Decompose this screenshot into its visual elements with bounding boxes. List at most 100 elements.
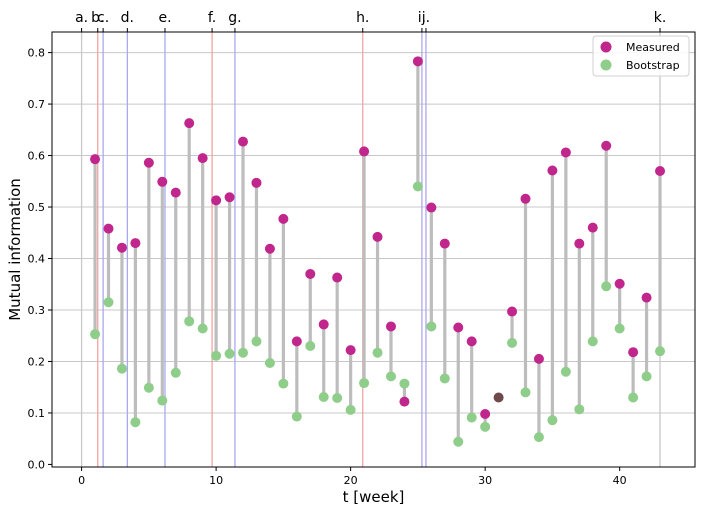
measured-point <box>560 147 571 158</box>
bootstrap-point <box>238 347 249 358</box>
measured-point <box>359 146 370 157</box>
bootstrap-point <box>507 337 518 348</box>
measured-point <box>574 238 585 249</box>
measured-point <box>278 213 289 224</box>
measured-point <box>641 292 652 303</box>
bootstrap-point <box>359 378 370 389</box>
legend: Measured Bootstrap <box>592 35 690 77</box>
x-tick-label: 0 <box>78 474 85 487</box>
event-label: b. <box>91 10 104 26</box>
measured-point <box>197 153 208 164</box>
measured-point <box>143 157 154 168</box>
y-tick-label: 0.5 <box>28 201 46 214</box>
bootstrap-point <box>130 417 141 428</box>
bootstrap-point <box>480 421 491 432</box>
measured-point <box>587 222 598 233</box>
measured-point <box>211 195 222 206</box>
y-tick-label: 0.4 <box>28 253 46 266</box>
measured-point <box>116 242 127 253</box>
axis-ticks: 0.0 0.1 0.2 0.3 0.4 0.5 0.6 0.7 0.8 0 10 20 30 40 <box>28 47 627 487</box>
y-tick-label: 0.1 <box>28 407 46 420</box>
measured-point <box>480 408 491 419</box>
bootstrap-point <box>372 347 383 358</box>
y-tick-label: 0.3 <box>28 304 46 317</box>
measured-point <box>103 223 114 234</box>
measured-point <box>318 319 329 330</box>
measured-point <box>655 165 666 176</box>
overlapping-point <box>493 392 504 403</box>
bootstrap-point <box>184 316 195 327</box>
y-tick-label: 0.2 <box>28 355 46 368</box>
bootstrap-point <box>170 367 181 378</box>
x-tick-label: 40 <box>613 474 627 487</box>
measured-point <box>251 177 262 188</box>
bootstrap-point <box>614 323 625 334</box>
bootstrap-point <box>224 348 235 359</box>
measured-point <box>291 336 302 347</box>
bootstrap-point <box>251 336 262 347</box>
bootstrap-point <box>466 412 477 423</box>
bootstrap-point <box>655 346 666 357</box>
event-label: e. <box>158 10 171 26</box>
bootstrap-point <box>143 382 154 393</box>
measured-point <box>264 243 275 254</box>
bootstrap-point <box>211 350 222 361</box>
y-tick-label: 0.7 <box>28 98 46 111</box>
measured-point <box>453 322 464 333</box>
bootstrap-point <box>547 415 558 426</box>
measured-point <box>466 336 477 347</box>
legend-measured-label: Measured <box>626 41 680 54</box>
measured-point <box>399 396 410 407</box>
bootstrap-point <box>533 432 544 443</box>
measured-point <box>547 165 558 176</box>
legend-box <box>592 35 690 77</box>
measured-point <box>372 231 383 242</box>
legend-bootstrap-label: Bootstrap <box>626 59 680 72</box>
bootstrap-point <box>412 181 423 192</box>
bootstrap-point <box>574 404 585 415</box>
event-labels: a. b.c. d. e. f. g. h. i.j. k. <box>75 10 666 32</box>
measured-point <box>184 118 195 129</box>
bootstrap-point <box>332 393 343 404</box>
measured-point <box>332 272 343 283</box>
y-tick-label: 0.6 <box>28 150 46 163</box>
y-tick-label: 0.0 <box>28 458 46 471</box>
event-label: a. <box>75 10 88 26</box>
connectors <box>93 61 662 442</box>
bootstrap-point <box>601 281 612 292</box>
bootstrap-point <box>197 323 208 334</box>
measured-point <box>224 192 235 203</box>
measured-point <box>90 154 101 165</box>
bootstrap-point <box>587 336 598 347</box>
measured-point <box>412 56 423 67</box>
bootstrap-point <box>641 371 652 382</box>
bootstrap-point <box>426 321 437 332</box>
plot-frame <box>51 31 696 468</box>
bootstrap-point <box>103 297 114 308</box>
gridlines <box>52 52 695 414</box>
measured-point <box>601 140 612 151</box>
measured-point <box>533 353 544 364</box>
measured-point <box>385 321 396 332</box>
legend-bootstrap-marker <box>600 59 612 71</box>
bootstrap-point <box>278 378 289 389</box>
event-label: k. <box>654 10 667 26</box>
y-axis-title: Mutual information <box>6 178 24 321</box>
event-label: c. <box>97 10 109 26</box>
bootstrap-point <box>264 358 275 369</box>
bootstrap-point <box>116 363 127 374</box>
measured-point <box>628 347 639 358</box>
bootstrap-point <box>318 391 329 402</box>
bootstrap-point <box>453 436 464 447</box>
x-axis-title: t [week] <box>343 488 405 506</box>
bootstrap-point <box>90 329 101 340</box>
measured-point <box>614 278 625 289</box>
measured-point <box>130 238 141 249</box>
y-tick-label: 0.8 <box>28 47 46 60</box>
bootstrap-point <box>345 404 356 415</box>
event-label: f. <box>208 10 216 26</box>
measured-point <box>170 187 181 198</box>
measured-point <box>426 202 437 213</box>
event-label: j. <box>421 10 430 26</box>
